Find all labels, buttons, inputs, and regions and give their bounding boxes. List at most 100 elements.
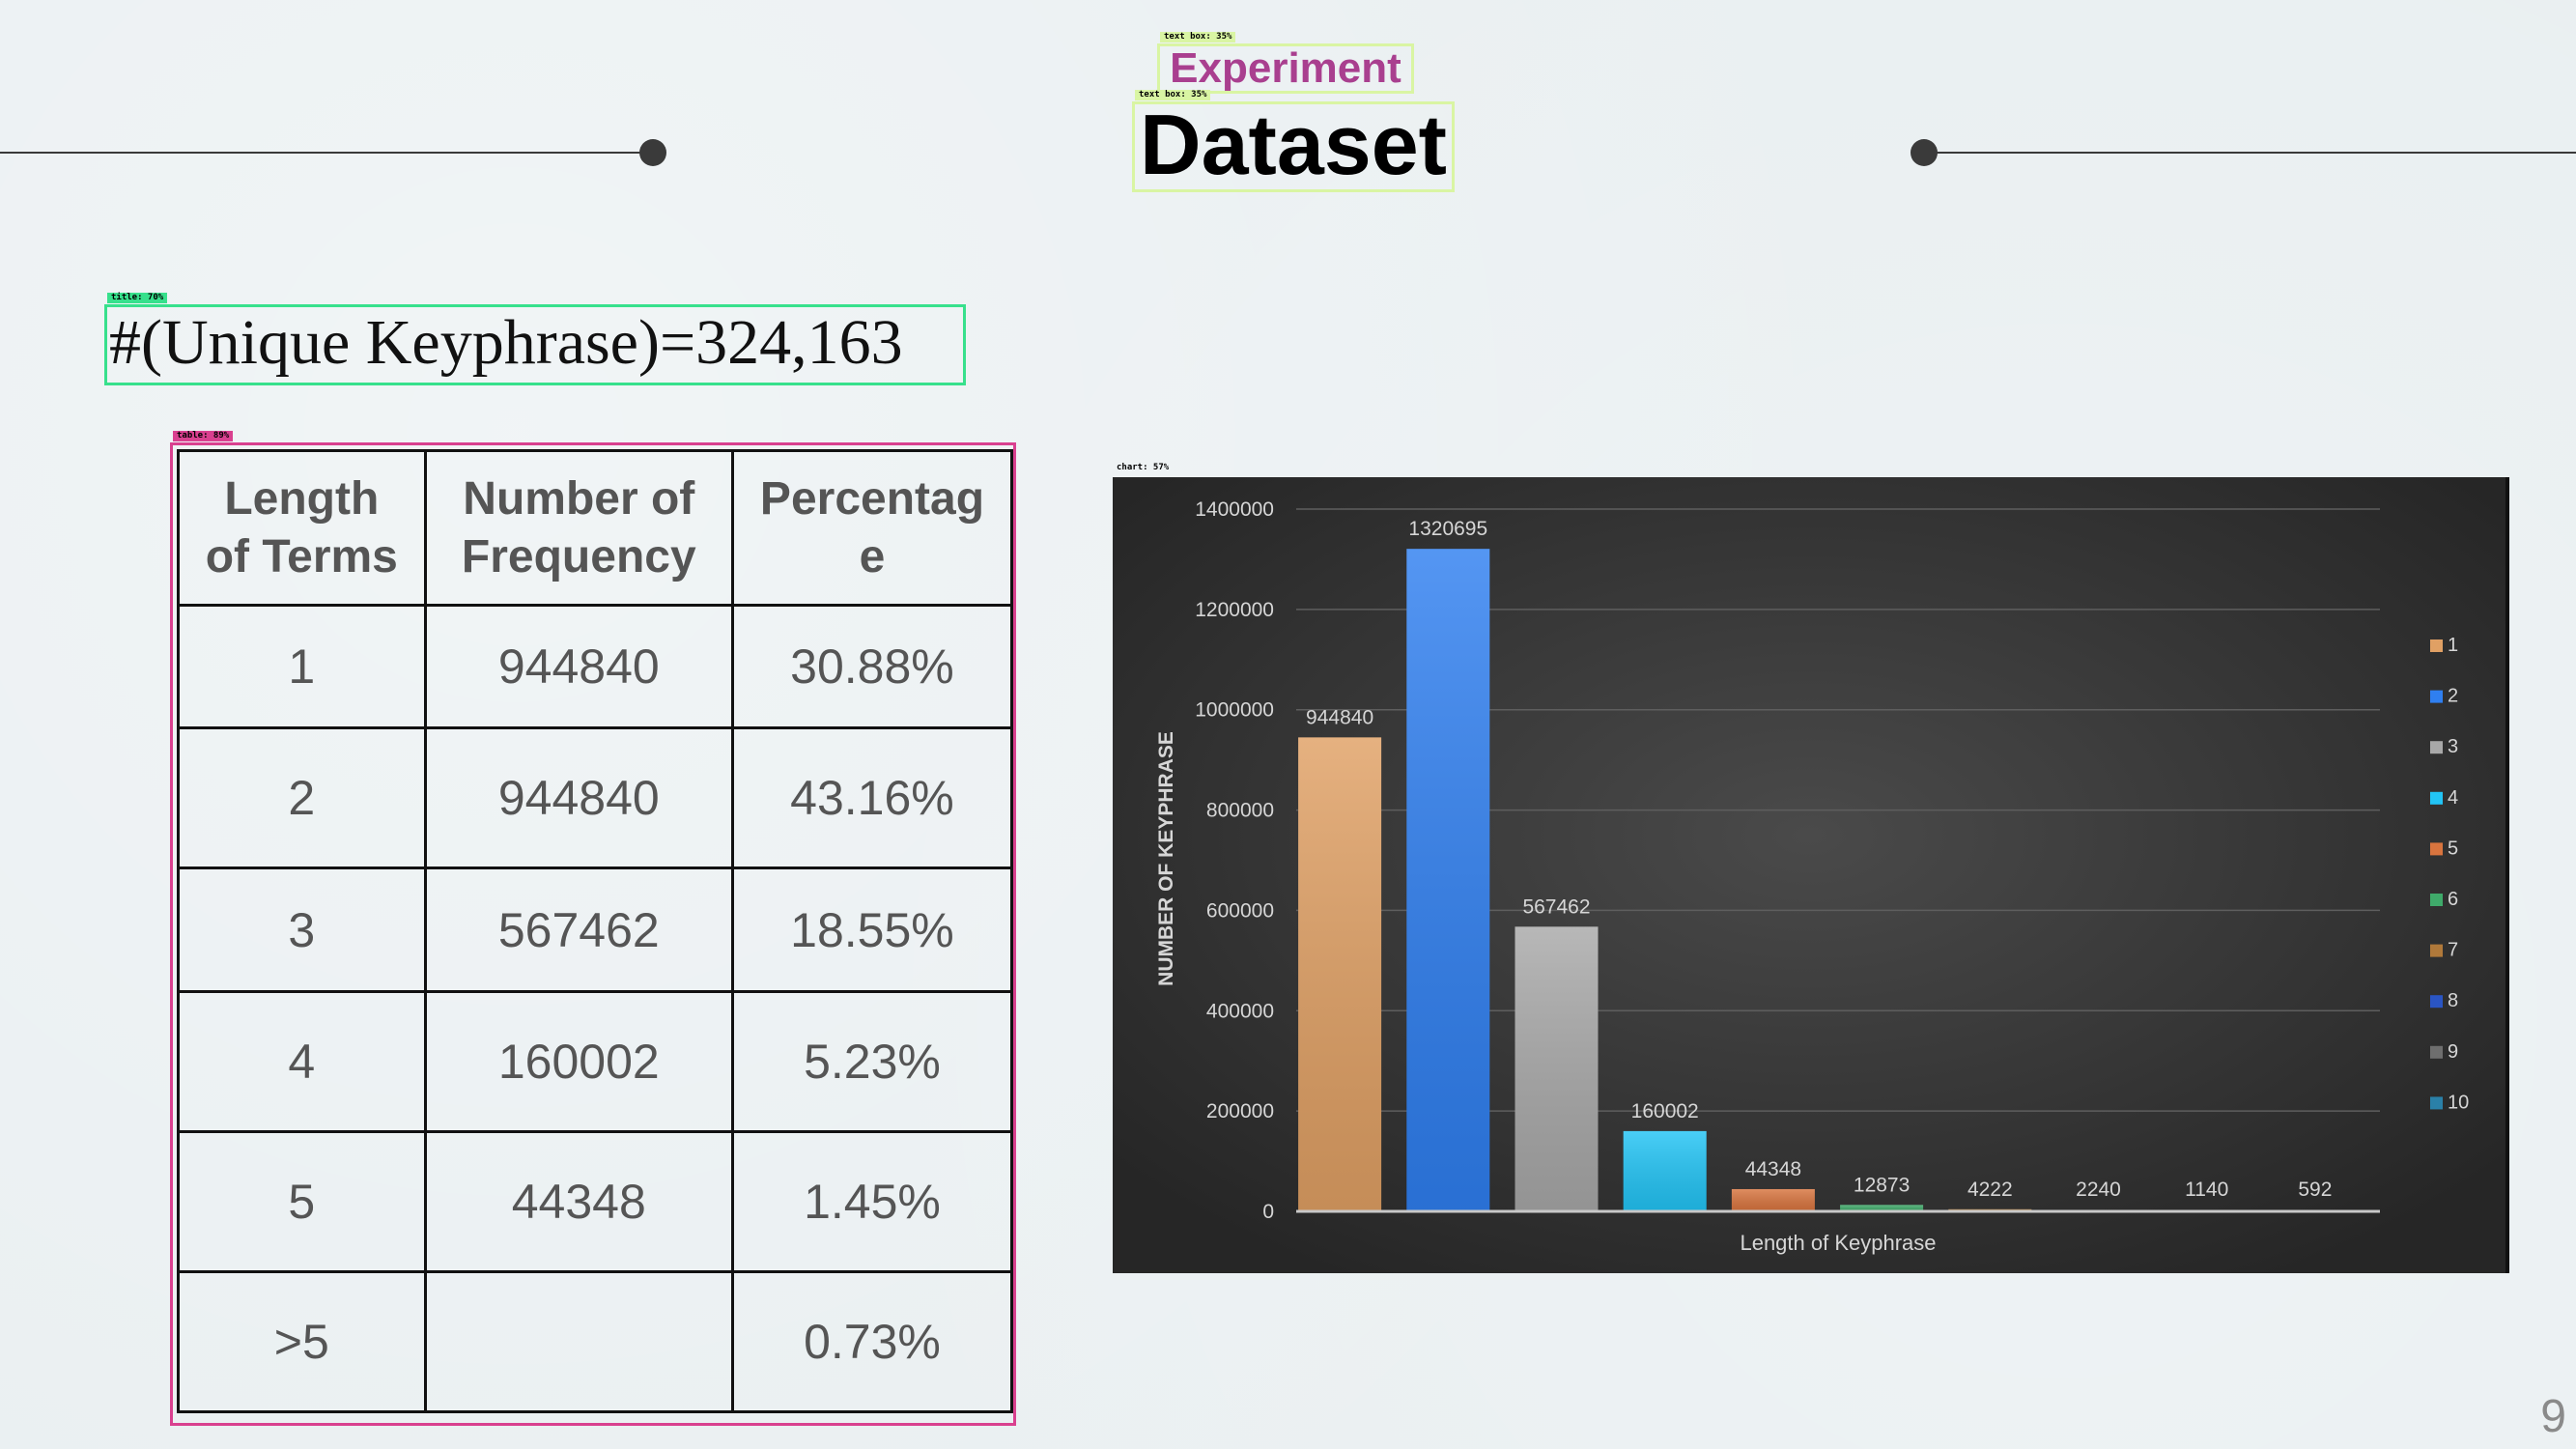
- bar-3: [1514, 926, 1599, 1211]
- cell-length: 5: [177, 1130, 427, 1273]
- y-tick-label: 400000: [1206, 1000, 1274, 1022]
- bar-shade: [1298, 737, 1382, 1211]
- slide-title-box: text box: 35% Dataset: [1132, 90, 1455, 192]
- y-axis-ticks: 0 200000 400000 600000 800000 1000000 1200000 1…: [1195, 498, 1274, 1223]
- chart-box: chart: 57% 0 200000 400000 600000 800000 1000…: [1113, 463, 2511, 1273]
- header-rule-left-dot: [639, 139, 666, 166]
- y-tick-label: 1200000: [1195, 599, 1274, 621]
- legend-item-4: 4: [2430, 787, 2458, 809]
- legend-item-1: 1: [2430, 635, 2458, 656]
- cell-frequency: [423, 1270, 734, 1413]
- chart-data-labels: 944840 1320695 567462 160002 44348 12873 4222 2…: [1306, 518, 2332, 1201]
- cell-frequency: 944840: [423, 726, 734, 869]
- cell-percentage: 18.55%: [730, 867, 1014, 993]
- cell-percentage: 1.45%: [730, 1130, 1014, 1273]
- data-label: 1320695: [1408, 518, 1487, 540]
- heading-box: title: 70% #(Unique Keyphrase)=324,163: [104, 293, 966, 385]
- chart-edge: [2505, 477, 2509, 1273]
- legend-item-9: 9: [2430, 1041, 2458, 1063]
- bar-6: [1840, 1205, 1924, 1211]
- y-tick-label: 1400000: [1195, 498, 1274, 521]
- table-row: 3 567462 18.55%: [177, 867, 1014, 993]
- annotation-tag: title: 70%: [107, 293, 168, 303]
- data-label: 944840: [1306, 706, 1373, 728]
- annotation-tag: chart: 57%: [1117, 463, 1170, 472]
- cell-frequency: 567462: [423, 867, 734, 993]
- legend-label: 4: [2448, 787, 2458, 809]
- bar-shade: [1623, 1130, 1707, 1211]
- y-tick-label: 1000000: [1195, 699, 1274, 722]
- header-length-of-terms: Length of Terms: [177, 449, 427, 607]
- legend-swatch: [2430, 995, 2443, 1009]
- header-rule-right-dot: [1911, 139, 1938, 166]
- legend-swatch: [2430, 1096, 2443, 1110]
- legend-item-8: 8: [2430, 990, 2458, 1011]
- legend-item-2: 2: [2430, 686, 2458, 707]
- legend-swatch: [2430, 842, 2443, 856]
- legend-swatch: [2430, 690, 2443, 703]
- table-row: 5 44348 1.45%: [177, 1130, 1014, 1273]
- table-header-row: Length of Terms Number of Frequency Perc…: [177, 449, 1014, 607]
- header-rule-right: [1924, 152, 2576, 154]
- table-row: 2 944840 43.16%: [177, 726, 1014, 869]
- keyphrase-length-chart: 0 200000 400000 600000 800000 1000000 1200000 1…: [1113, 477, 2509, 1273]
- legend-item-7: 7: [2430, 940, 2458, 961]
- data-label: 44348: [1745, 1158, 1801, 1180]
- table-row: 4 160002 5.23%: [177, 990, 1014, 1133]
- bar-shade: [1514, 926, 1599, 1211]
- cell-length: 3: [177, 867, 427, 993]
- unique-keyphrase-heading: #(Unique Keyphrase)=324,163: [109, 307, 903, 378]
- header-line: Number of: [463, 472, 695, 525]
- header-rule-left: [0, 152, 653, 154]
- legend-label: 6: [2448, 889, 2458, 910]
- cell-length: 4: [177, 990, 427, 1133]
- header-percentage: Percentag e: [730, 449, 1014, 607]
- cell-percentage: 30.88%: [730, 604, 1014, 729]
- bar-shade: [1840, 1205, 1924, 1211]
- slide-title: Dataset: [1140, 97, 1447, 192]
- chart-legend: 1 2 3 4 5 6 7 8 9 10: [2430, 635, 2469, 1113]
- bar-5: [1731, 1188, 1815, 1211]
- y-tick-label: 600000: [1206, 899, 1274, 922]
- data-label: 567462: [1522, 895, 1590, 918]
- bar-shade: [1731, 1188, 1815, 1211]
- legend-label: 9: [2448, 1041, 2458, 1063]
- legend-item-3: 3: [2430, 736, 2458, 757]
- annotation-tag: text box: 35%: [1135, 90, 1211, 100]
- y-axis-label: NUMBER OF KEYPHRASE: [1155, 731, 1177, 986]
- chart-bars: [1298, 549, 2357, 1211]
- legend-swatch: [2430, 639, 2443, 652]
- cell-frequency: 44348: [423, 1130, 734, 1273]
- annotation-tag: table: 89%: [173, 431, 234, 441]
- cell-length: >5: [177, 1270, 427, 1413]
- bar-2: [1406, 549, 1490, 1211]
- y-tick-label: 200000: [1206, 1100, 1274, 1122]
- slide-subtitle: Experiment: [1170, 44, 1401, 92]
- legend-label: 3: [2448, 736, 2458, 757]
- bar-shade: [1406, 549, 1490, 1211]
- data-label: 160002: [1631, 1100, 1699, 1122]
- y-tick-label: 800000: [1206, 800, 1274, 822]
- cell-percentage: 5.23%: [730, 990, 1014, 1133]
- data-label: 12873: [1854, 1174, 1910, 1196]
- cell-frequency: 944840: [423, 604, 734, 729]
- slide-subtitle-box: text box: 35% Experiment: [1157, 32, 1414, 94]
- legend-swatch: [2430, 1045, 2443, 1059]
- header-line: Frequency: [461, 530, 696, 582]
- header-number-of-frequency: Number of Frequency: [423, 449, 734, 607]
- header-line: of Terms: [205, 530, 398, 582]
- bar-4: [1623, 1130, 1707, 1211]
- legend-swatch: [2430, 894, 2443, 906]
- data-label: 592: [2298, 1179, 2332, 1201]
- header-line: Length: [224, 472, 380, 525]
- legend-label: 2: [2448, 686, 2458, 707]
- x-axis-label: Length of Keyphrase: [1740, 1231, 1936, 1255]
- data-label: 4222: [1967, 1179, 2013, 1201]
- bar-1: [1298, 737, 1382, 1211]
- y-tick-label: 0: [1262, 1201, 1274, 1223]
- annotation-tag: text box: 35%: [1160, 32, 1236, 43]
- legend-swatch: [2430, 944, 2443, 957]
- cell-percentage: 0.73%: [730, 1270, 1014, 1413]
- cell-length: 1: [177, 604, 427, 729]
- legend-item-6: 6: [2430, 889, 2458, 910]
